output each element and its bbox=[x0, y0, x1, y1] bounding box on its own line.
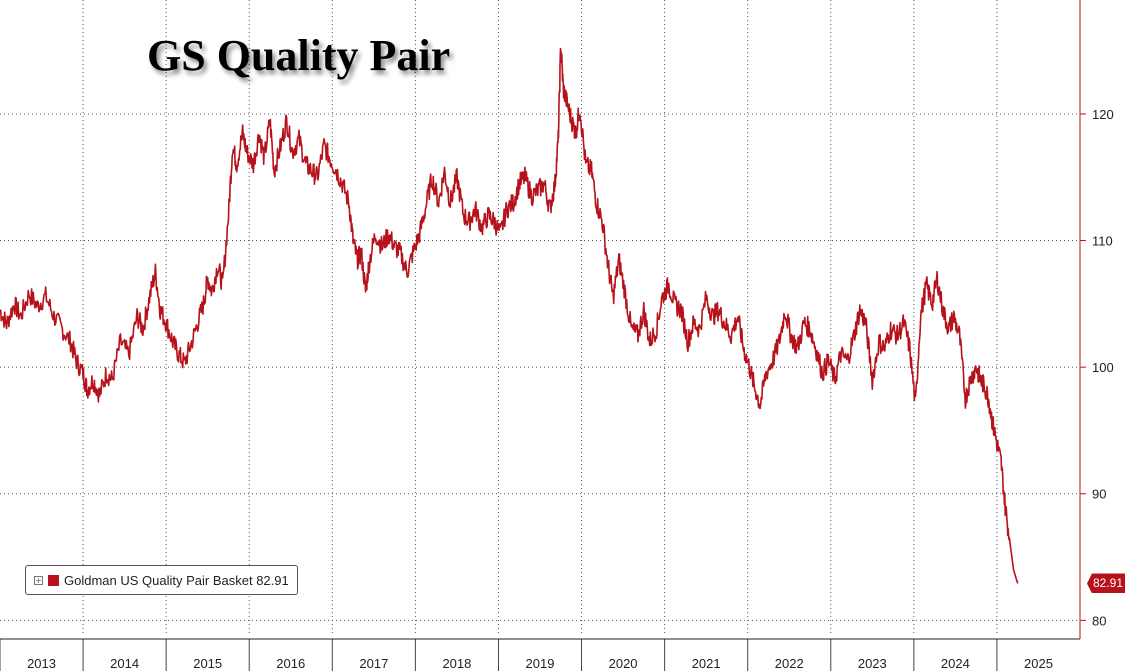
x-tick-label: 2025 bbox=[1024, 656, 1053, 671]
x-tick-label: 2018 bbox=[442, 656, 471, 671]
x-tick-label: 2020 bbox=[609, 656, 638, 671]
y-tick-label: 110 bbox=[1092, 234, 1113, 249]
y-tick-label: 120 bbox=[1092, 107, 1114, 122]
chart-title: GS Quality Pair bbox=[147, 31, 451, 80]
x-tick-label: 2022 bbox=[775, 656, 804, 671]
last-value-tag: 82.91 bbox=[1087, 573, 1125, 594]
legend-swatch bbox=[48, 574, 59, 586]
x-tick-label: 2017 bbox=[359, 656, 388, 671]
series-line bbox=[0, 47, 1019, 584]
x-tick-label: 2013 bbox=[27, 656, 56, 671]
y-tick-label: 80 bbox=[1092, 613, 1106, 628]
x-tick-label: 2021 bbox=[692, 656, 721, 671]
chart-legend[interactable]: + Goldman US Quality Pair Basket 82.91 bbox=[25, 565, 298, 595]
y-tick-label: 100 bbox=[1092, 360, 1114, 375]
x-tick-label: 2019 bbox=[526, 656, 555, 671]
plot-area bbox=[0, 0, 1080, 633]
x-tick-label: 2023 bbox=[858, 656, 887, 671]
y-tick-label: 90 bbox=[1092, 487, 1106, 502]
x-tick-label: 2015 bbox=[193, 656, 222, 671]
x-tick-label: 2024 bbox=[941, 656, 970, 671]
expand-icon[interactable]: + bbox=[34, 575, 43, 585]
x-tick-label: 2014 bbox=[110, 656, 139, 671]
legend-label: Goldman US Quality Pair Basket 82.91 bbox=[64, 572, 289, 588]
x-tick-label: 2016 bbox=[276, 656, 305, 671]
